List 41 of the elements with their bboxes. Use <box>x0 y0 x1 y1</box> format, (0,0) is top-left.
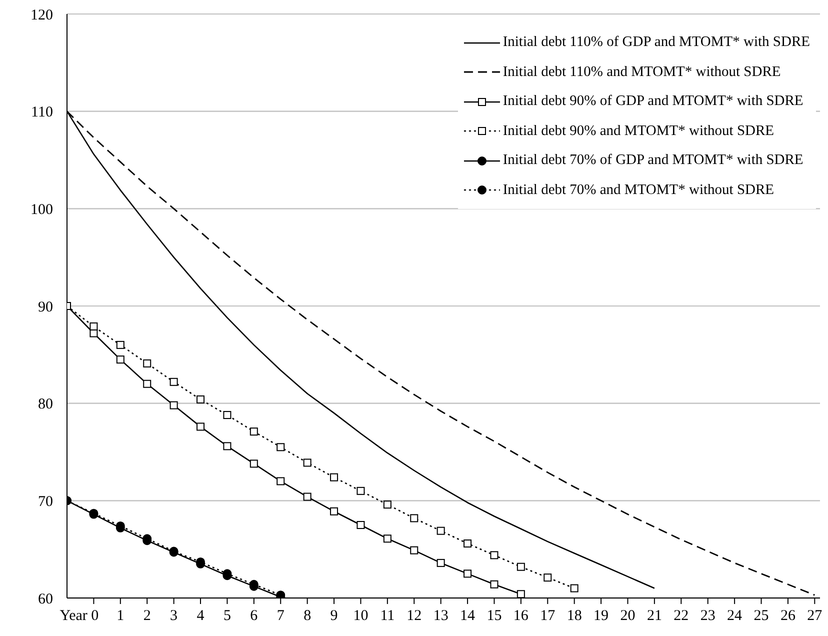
x-tick-label: 18 <box>566 608 582 624</box>
x-tick-label: 4 <box>196 608 205 624</box>
x-tick-label: 1 <box>116 608 124 624</box>
x-tick-label: 21 <box>646 608 662 624</box>
x-tick-label: 25 <box>754 608 769 624</box>
x-tick-label: 19 <box>594 608 609 624</box>
y-tick-label: 70 <box>38 494 53 510</box>
x-tick-label: 17 <box>540 608 556 624</box>
legend-label: Initial debt 90% and MTOMT* without SDRE <box>502 122 774 140</box>
x-tick-label: 26 <box>780 608 796 624</box>
x-tick-label: 9 <box>330 608 338 624</box>
x-tick-label: 5 <box>223 608 231 624</box>
x-tick-label: 14 <box>460 608 476 624</box>
x-tick-label: 22 <box>674 608 689 624</box>
x-tick-label: 2 <box>143 608 151 624</box>
legend-label: Initial debt 110% and MTOMT* without SDRE <box>502 64 781 81</box>
x-tick-label: 12 <box>406 608 422 624</box>
y-tick-label: 110 <box>31 104 53 121</box>
x-tick-label: 20 <box>620 608 636 624</box>
x-tick-label: 24 <box>727 608 743 624</box>
x-tick-label: 27 <box>807 608 823 624</box>
x-tick-label: 16 <box>513 608 529 624</box>
x-tick-label: Year 0 <box>60 608 99 624</box>
x-tick-label: 8 <box>304 608 312 624</box>
x-tick-label: 13 <box>433 608 448 624</box>
y-tick-label: 60 <box>38 591 53 608</box>
x-tick-label: 10 <box>353 608 368 624</box>
y-tick-label: 100 <box>30 202 53 218</box>
legend-label: Initial debt 70% and MTOMT* without SDRE <box>502 182 774 199</box>
x-tick-label: 6 <box>250 608 258 624</box>
x-tick-label: 15 <box>486 608 502 624</box>
y-tick-label: 80 <box>38 396 53 413</box>
x-tick-label: 7 <box>276 608 285 624</box>
y-tick-label: 120 <box>30 7 53 24</box>
y-tick-label: 90 <box>38 299 53 316</box>
x-tick-label: 23 <box>700 608 716 624</box>
legend-label: Initial debt 110% of GDP and MTOMT* with SDRE <box>502 34 810 52</box>
x-tick-label: 11 <box>380 608 395 624</box>
legend-label: Initial debt 90% of GDP and MTOMT* with SDRE <box>502 93 804 110</box>
x-tick-label: 3 <box>170 608 178 624</box>
legend-label: Initial debt 70% of GDP and MTOMT* with SDRE <box>502 152 804 170</box>
